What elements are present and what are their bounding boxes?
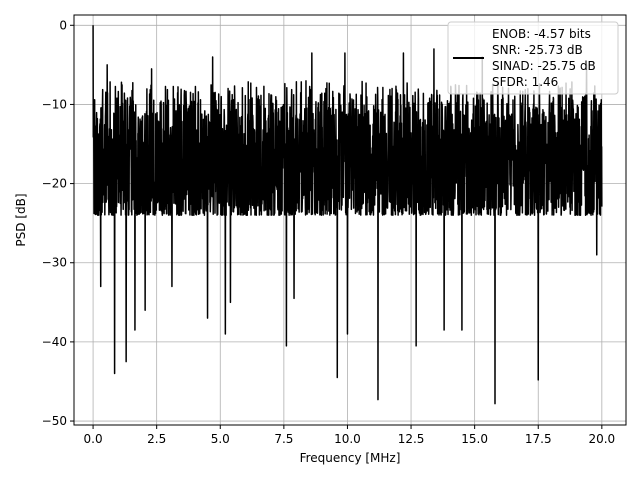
y-axis-label: PSD [dB] [14, 193, 28, 246]
y-tick-label: −30 [42, 256, 67, 270]
psd-series [92, 25, 603, 405]
legend-line-snr: SNR: -25.73 dB [492, 43, 583, 57]
y-tick-label: −10 [42, 97, 67, 111]
y-tick-label: −50 [42, 414, 67, 428]
psd-line [92, 25, 603, 405]
y-axis-ticks: 0 −10 −20 −30 −40 −50 [42, 18, 74, 428]
x-tick-label: 2.5 [147, 432, 166, 446]
x-tick-label: 5.0 [211, 432, 230, 446]
x-tick-label: 0.0 [84, 432, 103, 446]
legend-line-enob: ENOB: -4.57 bits [492, 27, 591, 41]
x-axis-label: Frequency [MHz] [300, 451, 401, 465]
plot-frame [73, 14, 627, 426]
x-tick-label: 17.5 [525, 432, 552, 446]
y-tick-label: 0 [59, 18, 67, 32]
y-tick-label: −40 [42, 335, 67, 349]
x-tick-label: 7.5 [274, 432, 293, 446]
legend-box [447, 21, 619, 95]
x-tick-label: 10.0 [334, 432, 361, 446]
x-tick-label: 12.5 [398, 432, 425, 446]
x-tick-label: 15.0 [461, 432, 488, 446]
x-tick-label: 20.0 [588, 432, 615, 446]
y-tick-label: −20 [42, 177, 67, 191]
legend: ENOB: -4.57 bits SNR: -25.73 dB SINAD: -… [447, 21, 619, 95]
x-axis-ticks: 0.0 2.5 5.0 7.5 10.0 12.5 15.0 17.5 20.0 [84, 425, 615, 446]
legend-line-sinad: SINAD: -25.75 dB [492, 59, 596, 73]
legend-line-sfdr: SFDR: 1.46 [492, 75, 558, 89]
